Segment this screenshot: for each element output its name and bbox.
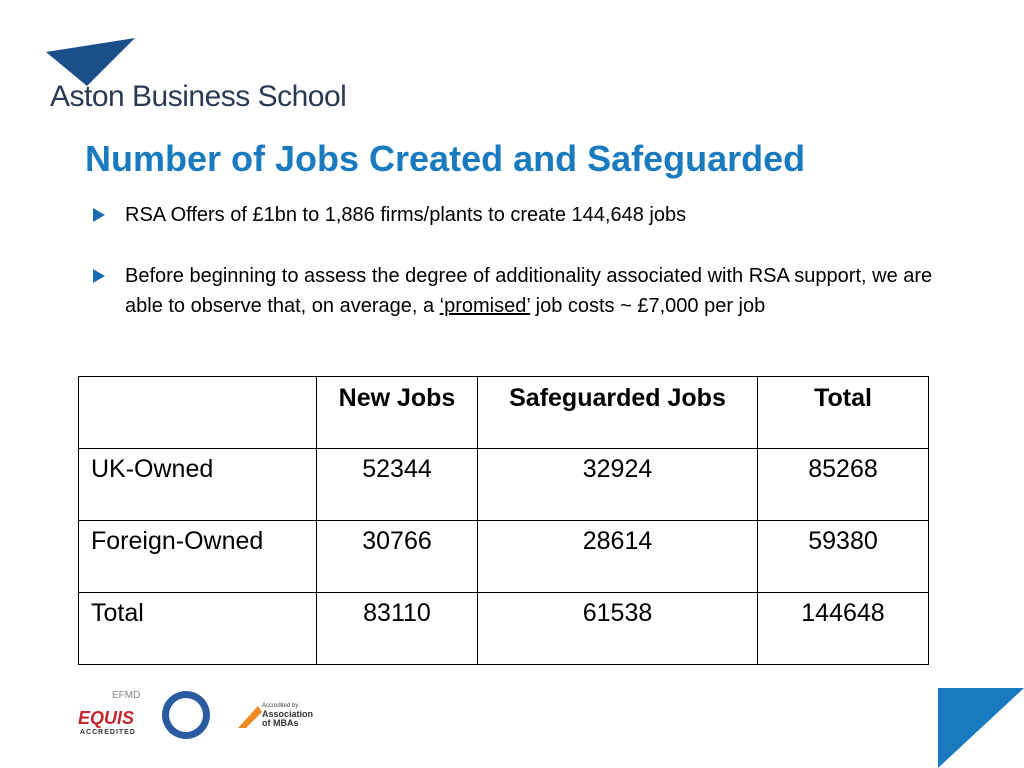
bullet-arrow — [93, 269, 105, 283]
table-cell: 85268 — [757, 448, 929, 521]
amba-mark — [238, 706, 262, 728]
table-row: UK-Owned 52344 32924 85268 — [78, 448, 929, 521]
header-cell: Total — [757, 376, 929, 449]
bullet-text: Before beginning to assess the degree of… — [125, 265, 933, 317]
bullet-text: job costs ~ £7,000 per job — [530, 295, 766, 317]
bullet: Before beginning to assess the degree of… — [93, 261, 935, 321]
table-cell: 144648 — [757, 592, 929, 665]
amba-small: Accredited by — [262, 703, 299, 709]
bullet-emphasis: ‘promised’ — [439, 295, 531, 317]
table-cell: 83110 — [316, 592, 478, 665]
row-label: Foreign-Owned — [78, 520, 317, 593]
row-label: UK-Owned — [78, 448, 317, 521]
table-cell: 28614 — [477, 520, 758, 593]
data-table: New Jobs Safeguarded Jobs Total UK-Owned 523… — [78, 376, 929, 665]
table-cell: 61538 — [477, 592, 758, 665]
table-cell: 32924 — [477, 448, 758, 521]
logo-triangle — [46, 38, 135, 86]
efmd-label: EFMD — [112, 690, 141, 701]
equis-label: EQUIS — [78, 708, 135, 728]
table-cell: 30766 — [316, 520, 478, 593]
slide-title: Number of Jobs Created and Safeguarded — [85, 138, 806, 179]
bullet: RSA Offers of £1bn to 1,886 firms/plants… — [93, 200, 935, 230]
table-row: Total 83110 61538 144648 — [78, 592, 929, 665]
header-row: New Jobs Safeguarded Jobs Total — [78, 376, 929, 449]
header-cell: New Jobs — [316, 376, 478, 449]
amba-label: Association of MBAs — [262, 709, 314, 728]
table-cell: 59380 — [757, 520, 929, 593]
table-row: Foreign-Owned 30766 28614 59380 — [78, 520, 929, 593]
bullet-arrow — [93, 208, 105, 222]
school-name: Aston Business School — [50, 80, 347, 113]
header-cell — [78, 376, 317, 449]
row-label: Total — [78, 592, 317, 665]
table-cell: 52344 — [316, 448, 478, 521]
header-cell: Safeguarded Jobs — [477, 376, 758, 449]
corner-triangle — [938, 688, 1024, 768]
bullet-text: RSA Offers of £1bn to 1,886 firms/plants… — [125, 204, 687, 226]
seal-inner — [169, 698, 203, 732]
accredited-label: ACCREDITED — [80, 729, 136, 736]
